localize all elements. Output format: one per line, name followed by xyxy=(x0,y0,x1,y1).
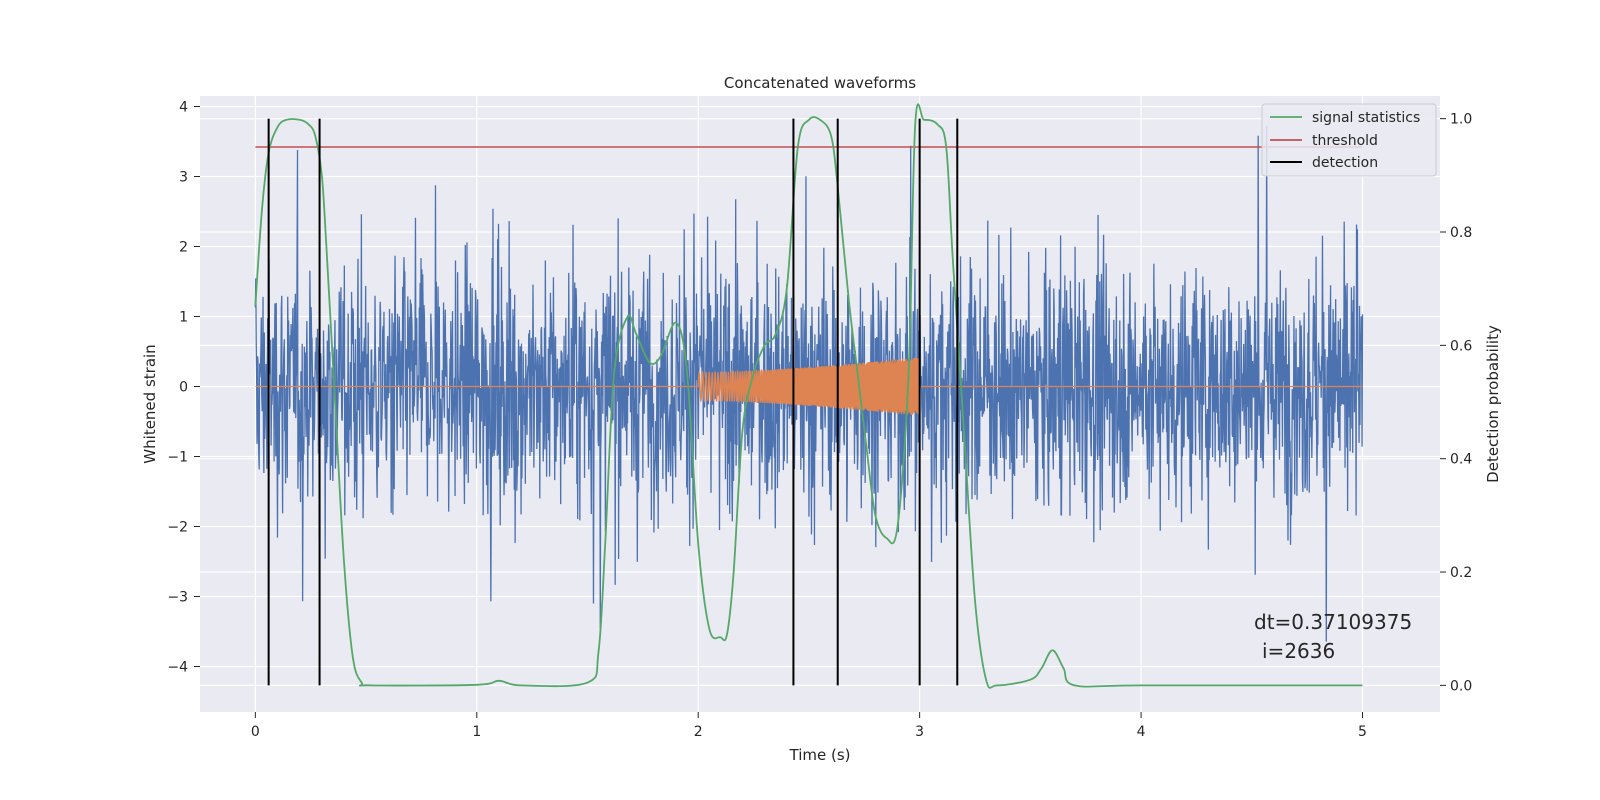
annotation-dt: dt=0.37109375 xyxy=(1254,610,1412,634)
x-tick-label: 0 xyxy=(251,724,260,740)
noise-series xyxy=(254,126,1364,642)
x-axis: 0 1 2 3 4 5 xyxy=(251,712,1367,740)
y-tick-label: −3 xyxy=(167,590,188,606)
y-axis-right: 0.0 0.2 0.4 0.6 0.8 1.0 xyxy=(1440,112,1472,694)
y-axis-left: −4 −3 −2 −1 0 1 2 3 4 xyxy=(167,100,200,676)
chart-title: Concatenated waveforms xyxy=(724,74,916,92)
x-tick-label: 2 xyxy=(694,724,703,740)
y-tick-label: 1 xyxy=(179,310,188,326)
y2-tick-label: 0.8 xyxy=(1450,225,1472,241)
y-tick-label: −2 xyxy=(167,520,188,536)
plot-area xyxy=(254,103,1364,689)
y2-tick-label: 0.4 xyxy=(1450,452,1472,468)
annotation-i: i=2636 xyxy=(1262,639,1335,663)
y-tick-label: 2 xyxy=(179,240,188,256)
y2-tick-label: 0.0 xyxy=(1450,678,1472,694)
injected-waveform-series xyxy=(255,357,1363,416)
y-tick-label: −4 xyxy=(167,660,188,676)
y2-axis-label: Detection probability xyxy=(1484,325,1502,483)
y-tick-label: 3 xyxy=(179,170,188,186)
y2-tick-label: 1.0 xyxy=(1450,112,1472,128)
y-tick-label: 0 xyxy=(179,380,188,396)
legend: signal statistics threshold detection xyxy=(1261,103,1437,177)
y2-tick-label: 0.2 xyxy=(1450,565,1472,581)
x-tick-label: 1 xyxy=(472,724,481,740)
y2-tick-label: 0.6 xyxy=(1450,338,1472,354)
y-axis-label: Whitened strain xyxy=(141,344,159,463)
x-axis-label: Time (s) xyxy=(789,746,851,764)
x-tick-label: 4 xyxy=(1137,724,1146,740)
x-tick-label: 3 xyxy=(915,724,924,740)
legend-box xyxy=(1261,103,1437,177)
legend-label-threshold: threshold xyxy=(1312,133,1378,149)
y-tick-label: −1 xyxy=(167,450,188,466)
legend-label-detection: detection xyxy=(1312,155,1378,171)
x-tick-label: 5 xyxy=(1358,724,1367,740)
y-tick-label: 4 xyxy=(179,100,188,116)
legend-label-signal-statistics: signal statistics xyxy=(1312,110,1420,126)
